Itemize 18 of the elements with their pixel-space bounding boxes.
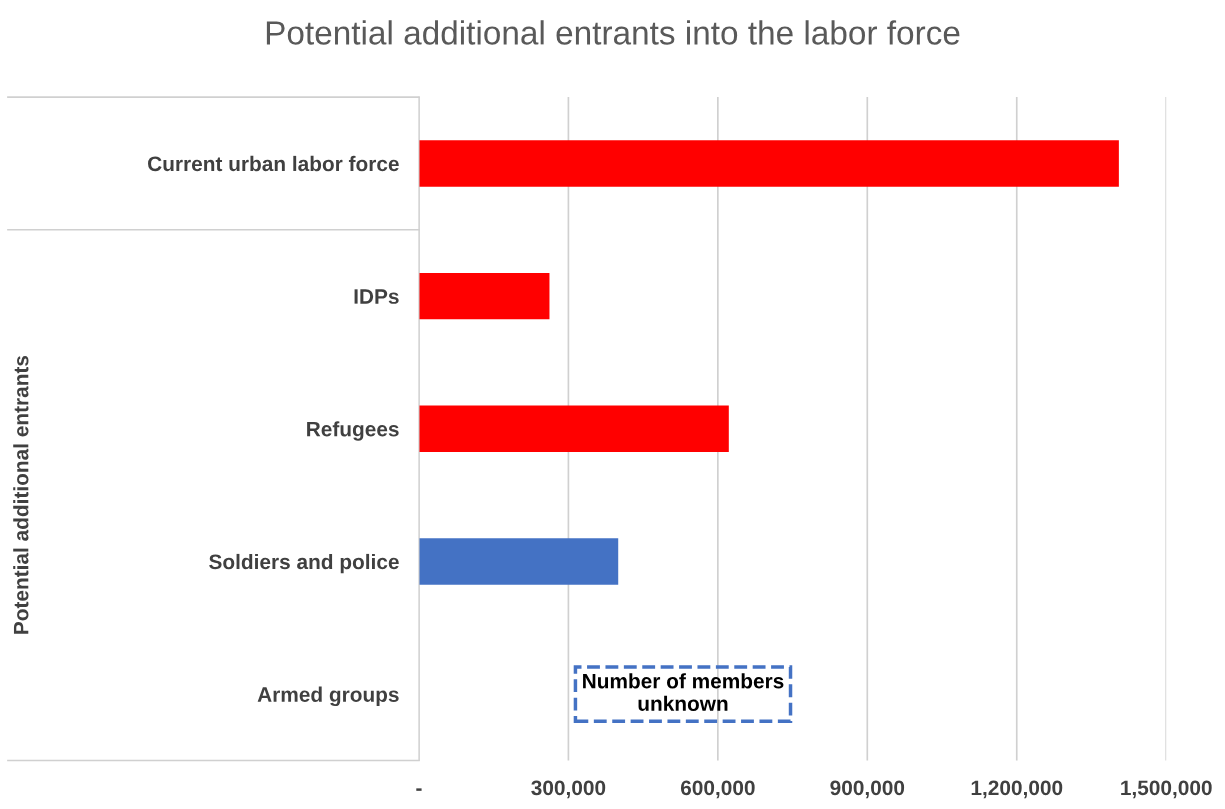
bar	[418, 140, 1119, 187]
y-tick-label: IDPs	[354, 289, 399, 304]
x-tick-label: 900,000	[830, 780, 905, 799]
bar	[418, 538, 619, 585]
x-tick-label: 600,000	[680, 780, 755, 799]
x-tick-label: 1,200,000	[971, 780, 1063, 799]
annotation: Number of members unknown	[583, 673, 784, 711]
bar	[418, 405, 729, 452]
x-tick-label: 300,000	[531, 780, 606, 799]
y-tick-label: Current urban labor force	[148, 155, 399, 172]
chart-title: Potential additional entrants into the labor force	[266, 20, 960, 45]
x-tick-label: -	[416, 788, 422, 791]
y-tick-label: Soldiers and police	[209, 553, 399, 574]
text: Potential additional entrants	[13, 355, 29, 634]
x-tick-label: 1,500,000	[1121, 780, 1212, 799]
bar	[418, 272, 550, 320]
y-tick-label: Armed groups	[257, 686, 399, 707]
y-tick-label: Refugees	[307, 421, 399, 441]
